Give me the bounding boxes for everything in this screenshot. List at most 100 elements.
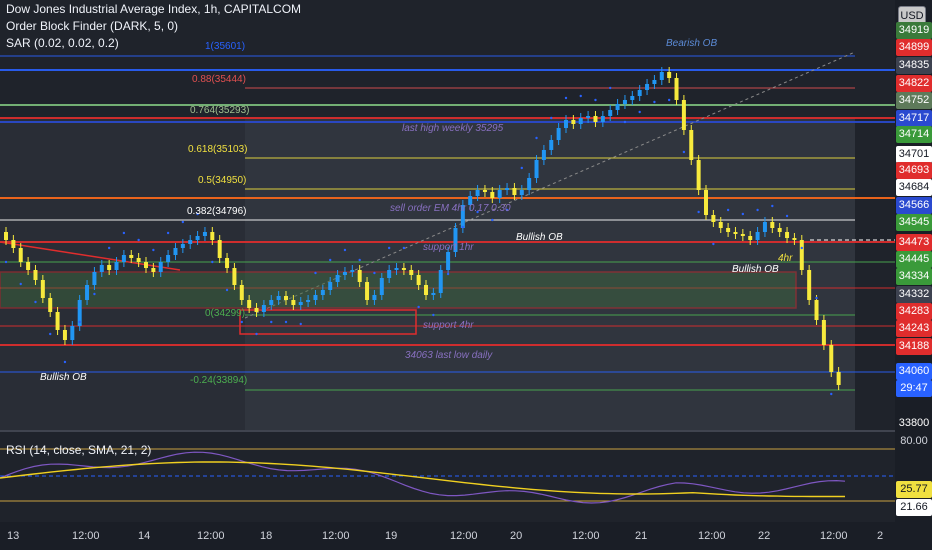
candle [320,290,325,295]
fib-label: 0.88(35444) [192,74,246,85]
candle [188,240,193,244]
candle [431,293,436,295]
candle [121,255,126,262]
order-block-zone [0,271,797,309]
candle [313,295,318,300]
candle [276,296,281,300]
candle [372,295,377,300]
candle [239,285,244,300]
price-label: 34714 [896,126,932,143]
rsi-value: 21.66 [896,499,932,516]
candle [438,270,443,293]
candle [637,90,642,96]
candle [748,236,753,240]
candle [424,285,428,295]
candle [409,270,414,275]
candle [770,222,775,228]
candle [328,282,333,290]
sar-dot [712,242,715,246]
candle [799,240,804,270]
sar-dot [815,296,818,300]
sar-dot [446,272,450,276]
price-label: 34243 [896,320,932,337]
sar-dot [432,313,435,317]
sar-dot [63,360,67,364]
rsi-line [0,451,846,504]
sar-dot [741,212,745,216]
annotation-bearish-ob: Bearish OB [666,38,718,49]
sar-dot [726,208,730,212]
candle [77,300,82,326]
candle [527,178,532,190]
candle [365,282,370,300]
sar-dot [196,212,199,216]
sar-dot [211,260,214,264]
time-label: 14 [138,530,151,542]
annotation-bullish-ob-2: Bullish OB [516,232,563,243]
sar-dot [800,246,803,250]
rsi-level-80: 80.00 [900,435,928,447]
sar-dot [609,86,612,90]
indicator-rsi[interactable]: RSI (14, close, SMA, 21, 2) [6,443,152,457]
candle [416,275,421,285]
candle [645,84,650,90]
candle [357,270,362,282]
annotation-tf-4hr: 4hr [778,253,793,264]
sar-dot [107,246,111,250]
candle [48,298,53,312]
price-label: 34717 [896,110,932,127]
candle [151,268,156,272]
candle [284,296,288,300]
candle [85,285,90,300]
time-label: 19 [385,530,398,542]
sar-dot [476,210,479,214]
indicator-sar[interactable]: SAR (0.02, 0.02, 0.2) [6,36,119,50]
candle [70,326,75,340]
price-label: 34684 [896,179,932,196]
time-label: 13 [7,530,20,542]
candle [335,275,340,282]
indicator-order-block[interactable]: Order Block Finder (DARK, 5, 0) [6,19,179,33]
candle [379,278,384,295]
annotation-last-high: last high weekly 35295 [402,123,504,134]
sar-dot [78,320,81,324]
candle [446,252,451,270]
candle [62,330,67,340]
time-label: 18 [260,530,273,542]
candle [55,312,60,330]
sar-dot [299,322,302,326]
candle [453,228,458,252]
candle [836,372,841,385]
annotation-sell-order: sell order EM 4hr 0.17 0.30 [390,203,511,214]
candle [401,268,406,270]
time-label: 21 [635,530,648,542]
candle [136,258,141,262]
candle [586,116,591,118]
sar-dot [122,231,126,235]
time-label: 12:00 [572,530,600,542]
candle [762,222,767,232]
fib-label: 1(35601) [205,41,246,52]
sar-dot [166,231,170,235]
candle [696,160,701,190]
sar-dot [270,320,273,324]
sar-dot [594,98,597,102]
fib-label: 0.764(35293) [190,105,250,116]
candle [247,300,252,308]
sar-dot [255,332,258,336]
currency-button[interactable]: USD [898,6,926,26]
sar-dot [756,208,759,212]
candle [166,255,171,262]
fib-label: -0.24(33894) [190,375,248,386]
candle [180,244,185,248]
candle [225,258,230,268]
candle [158,262,163,272]
price-label: 34701 [896,146,932,163]
candle [173,248,178,255]
sar-dot [520,166,523,170]
candle [740,234,745,236]
sar-dot [284,320,288,324]
candle [33,270,38,280]
